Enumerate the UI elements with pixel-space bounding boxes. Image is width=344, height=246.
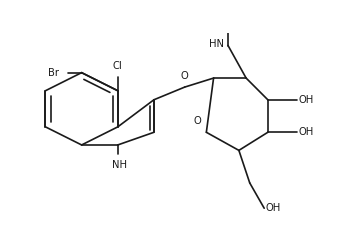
Text: O: O — [181, 71, 189, 81]
Text: Cl: Cl — [113, 61, 123, 71]
Text: OH: OH — [299, 95, 314, 105]
Text: NH: NH — [112, 160, 127, 170]
Text: OH: OH — [299, 127, 314, 137]
Text: HN: HN — [209, 39, 224, 49]
Text: Br: Br — [48, 68, 59, 78]
Text: OH: OH — [266, 203, 281, 213]
Text: O: O — [193, 116, 201, 126]
